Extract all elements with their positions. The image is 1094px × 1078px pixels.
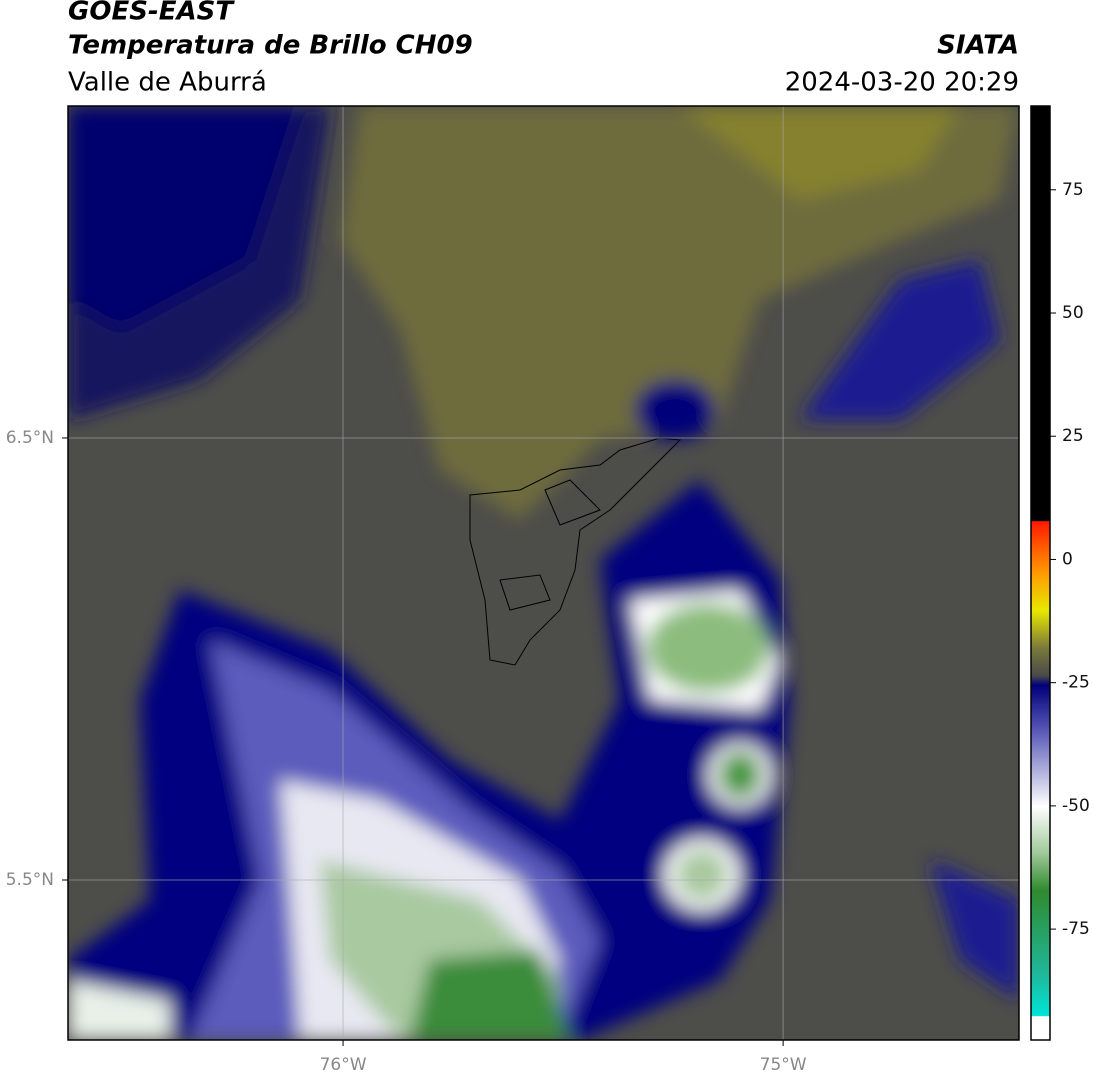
map-image (68, 106, 1019, 1040)
colorbar-tick-label: 25 (1062, 426, 1084, 446)
subtitle: Temperatura de Brillo CH09 (68, 31, 473, 61)
colorbar-tick-label: -50 (1062, 796, 1090, 816)
y-tick-label: 6.5°N (6, 428, 54, 448)
colorbar-tick-label: -25 (1062, 673, 1090, 693)
region: Valle de Aburrá (68, 68, 267, 98)
source: SIATA (937, 31, 1019, 61)
x-tick-label: 76°W (320, 1055, 367, 1075)
colorbar-tick-label: 0 (1062, 549, 1073, 569)
y-tick-label: 5.5°N (6, 870, 54, 890)
x-tick-label: 75°W (760, 1055, 807, 1075)
colorbar-tick-label: -75 (1062, 919, 1090, 939)
colorbar (1030, 105, 1051, 1041)
datetime: 2024-03-20 20:29 (785, 68, 1019, 98)
colorbar-tick-label: 75 (1062, 180, 1084, 200)
map-frame (67, 105, 1020, 1041)
colorbar-tick-label: 50 (1062, 303, 1084, 323)
grid (68, 106, 1019, 1040)
title: GOES-EAST (68, 0, 235, 27)
